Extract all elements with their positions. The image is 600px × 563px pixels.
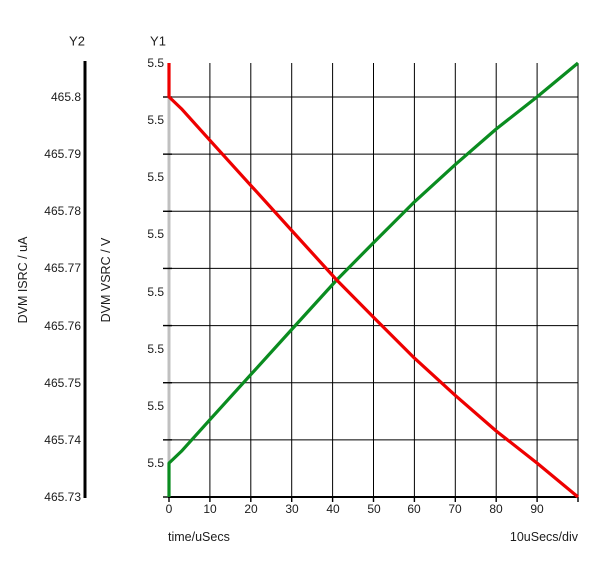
y1-tick-label: 5.5 <box>147 399 164 413</box>
y2-tick-label: 465.74 <box>44 433 81 447</box>
y2-tick-label: 465.78 <box>44 204 81 218</box>
y1-axis-title: Y1 <box>150 33 166 49</box>
trace-dvm-isrc[interactable] <box>167 63 580 499</box>
y2-tick-label: 465.73 <box>44 490 81 504</box>
x-tick-label: 60 <box>407 502 421 516</box>
x-axis-label: time/uSecs <box>168 530 230 544</box>
y1-tick-label: 5.5 <box>147 227 164 241</box>
x-tick-label: 20 <box>244 502 258 516</box>
x-tick-label: 90 <box>530 502 544 516</box>
x-tick-label: 70 <box>448 502 462 516</box>
x-tick-label: 10 <box>203 502 217 516</box>
y1-tick-label: 5.5 <box>147 456 164 470</box>
x-scale-label: 10uSecs/div <box>509 530 578 544</box>
y2-tick-label: 465.75 <box>44 376 81 390</box>
x-tick-label: 80 <box>489 502 503 516</box>
x-tick-label: 50 <box>367 502 381 516</box>
y1-tick-label: 5.5 <box>147 56 164 70</box>
x-tick-label: 40 <box>326 502 340 516</box>
y2-tick-label: 465.77 <box>44 261 81 275</box>
y2-tick-label: 465.79 <box>44 147 81 161</box>
y2-tick-label: 465.76 <box>44 319 81 333</box>
y1-tick-label: 5.5 <box>147 342 164 356</box>
y1-tick-label: 5.5 <box>147 113 164 127</box>
x-tick-label: 0 <box>165 502 173 516</box>
y2-axis-title: Y2 <box>69 33 85 49</box>
x-tick-label: 30 <box>285 502 299 516</box>
y2-tick-label: 465.8 <box>50 90 81 104</box>
y1-tick-label: 5.5 <box>147 285 164 299</box>
y1-tick-label: 5.5 <box>147 170 164 184</box>
